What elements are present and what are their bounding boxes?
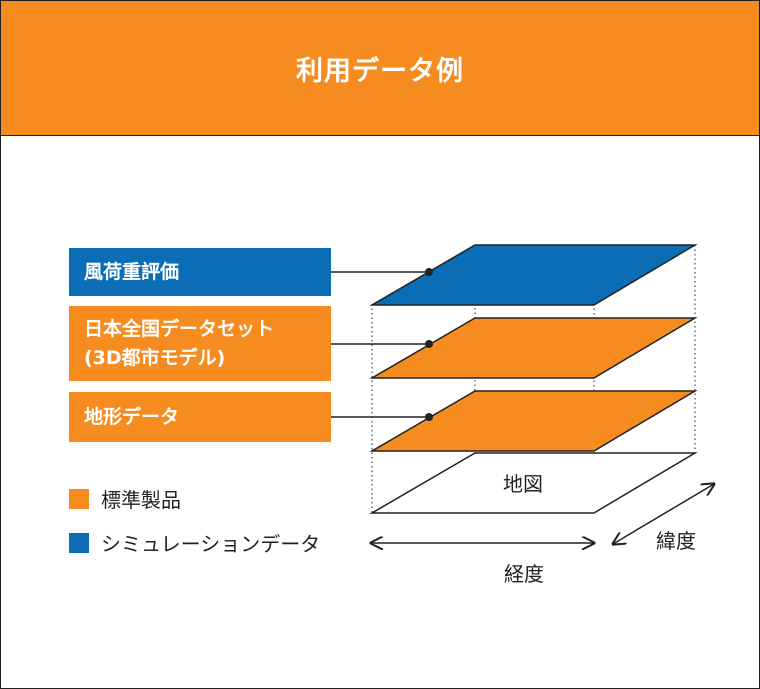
legend-standard: 標準製品 bbox=[69, 484, 181, 513]
latitude-arrow bbox=[613, 484, 714, 544]
map-label: 地図 bbox=[503, 472, 543, 496]
page-title: 利用データ例 bbox=[296, 55, 464, 87]
latitude-label: 緯度 bbox=[656, 529, 696, 553]
label-wind-load-text: 風荷重評価 bbox=[84, 260, 180, 283]
wind-load-layer bbox=[369, 244, 698, 306]
label-terrain: 地形データ bbox=[69, 392, 331, 442]
leader-lines bbox=[331, 271, 429, 418]
legend-swatch-blue bbox=[69, 532, 89, 553]
label-plateau-line1: 日本全国データセット bbox=[84, 317, 275, 340]
legend-swatch-orange bbox=[69, 488, 89, 509]
label-wind-load: 風荷重評価 bbox=[69, 248, 331, 296]
label-plateau-dataset: 日本全国データセット (3D都市モデル) bbox=[69, 306, 331, 381]
legend-simulation-label: シミュレーションデータ bbox=[101, 532, 321, 556]
leader-dot-plateau bbox=[425, 340, 433, 348]
title-banner: 利用データ例 bbox=[1, 1, 759, 136]
plateau-layer bbox=[369, 317, 698, 379]
leader-dot-wind bbox=[425, 268, 433, 276]
longitude-label: 経度 bbox=[504, 562, 544, 586]
legend-simulation: シミュレーションデータ bbox=[69, 528, 320, 557]
leader-dot-terrain bbox=[425, 413, 433, 421]
label-terrain-text: 地形データ bbox=[84, 405, 180, 428]
legend-standard-label: 標準製品 bbox=[101, 488, 181, 512]
terrain-layer bbox=[369, 390, 698, 452]
label-plateau-line2: (3D都市モデル) bbox=[84, 346, 226, 369]
